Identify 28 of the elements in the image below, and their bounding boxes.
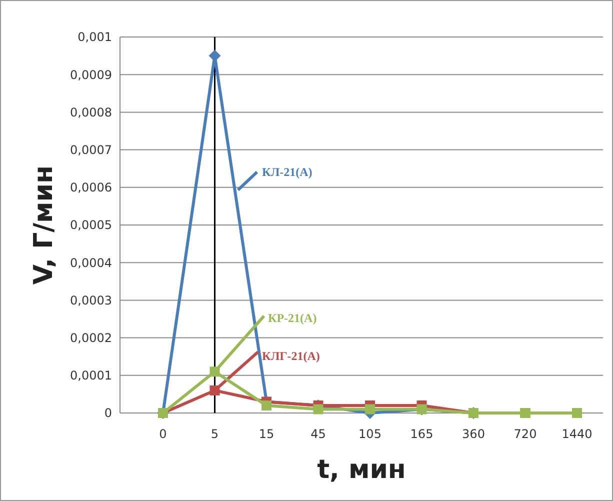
y-tick-label: 0,0008 bbox=[70, 105, 112, 120]
y-tick-label: 0,0001 bbox=[70, 368, 112, 383]
x-tick-label: 105 bbox=[358, 427, 382, 441]
point bbox=[365, 404, 375, 414]
text: КЛ-21(А) bbox=[262, 165, 312, 179]
y-tick-label: 0,0006 bbox=[70, 180, 112, 195]
x-tick-label: 165 bbox=[410, 427, 434, 441]
x-tick-label: 1440 bbox=[562, 427, 592, 441]
text: КР-21(А) bbox=[268, 311, 317, 325]
point bbox=[313, 404, 324, 414]
y-tick-label: 0,0004 bbox=[70, 256, 112, 270]
x-axis-title: t, мин bbox=[317, 455, 406, 485]
x-tick-label: 0 bbox=[159, 427, 167, 441]
x-tick-label: 5 bbox=[210, 427, 219, 441]
y-tick-label: 0 bbox=[104, 406, 112, 420]
text: КЛГ-21(А) bbox=[262, 349, 320, 363]
y-tick-label: 0,0007 bbox=[70, 143, 112, 157]
y-tick-label: 0,0009 bbox=[70, 68, 112, 82]
point bbox=[262, 400, 272, 410]
y-tick-label: 0,0003 bbox=[70, 293, 112, 308]
x-tick-label: 720 bbox=[514, 427, 537, 441]
x-tick-label: 360 bbox=[462, 427, 485, 441]
x-tick-label: 15 bbox=[258, 427, 274, 441]
y-tick-label: 0,001 bbox=[78, 30, 112, 44]
y-tick-label: 0,0002 bbox=[70, 331, 112, 345]
y-axis-title: V, Г/мин bbox=[29, 165, 59, 285]
x-tick-label: 45 bbox=[310, 427, 326, 441]
y-tick-label: 0,0005 bbox=[70, 218, 112, 232]
